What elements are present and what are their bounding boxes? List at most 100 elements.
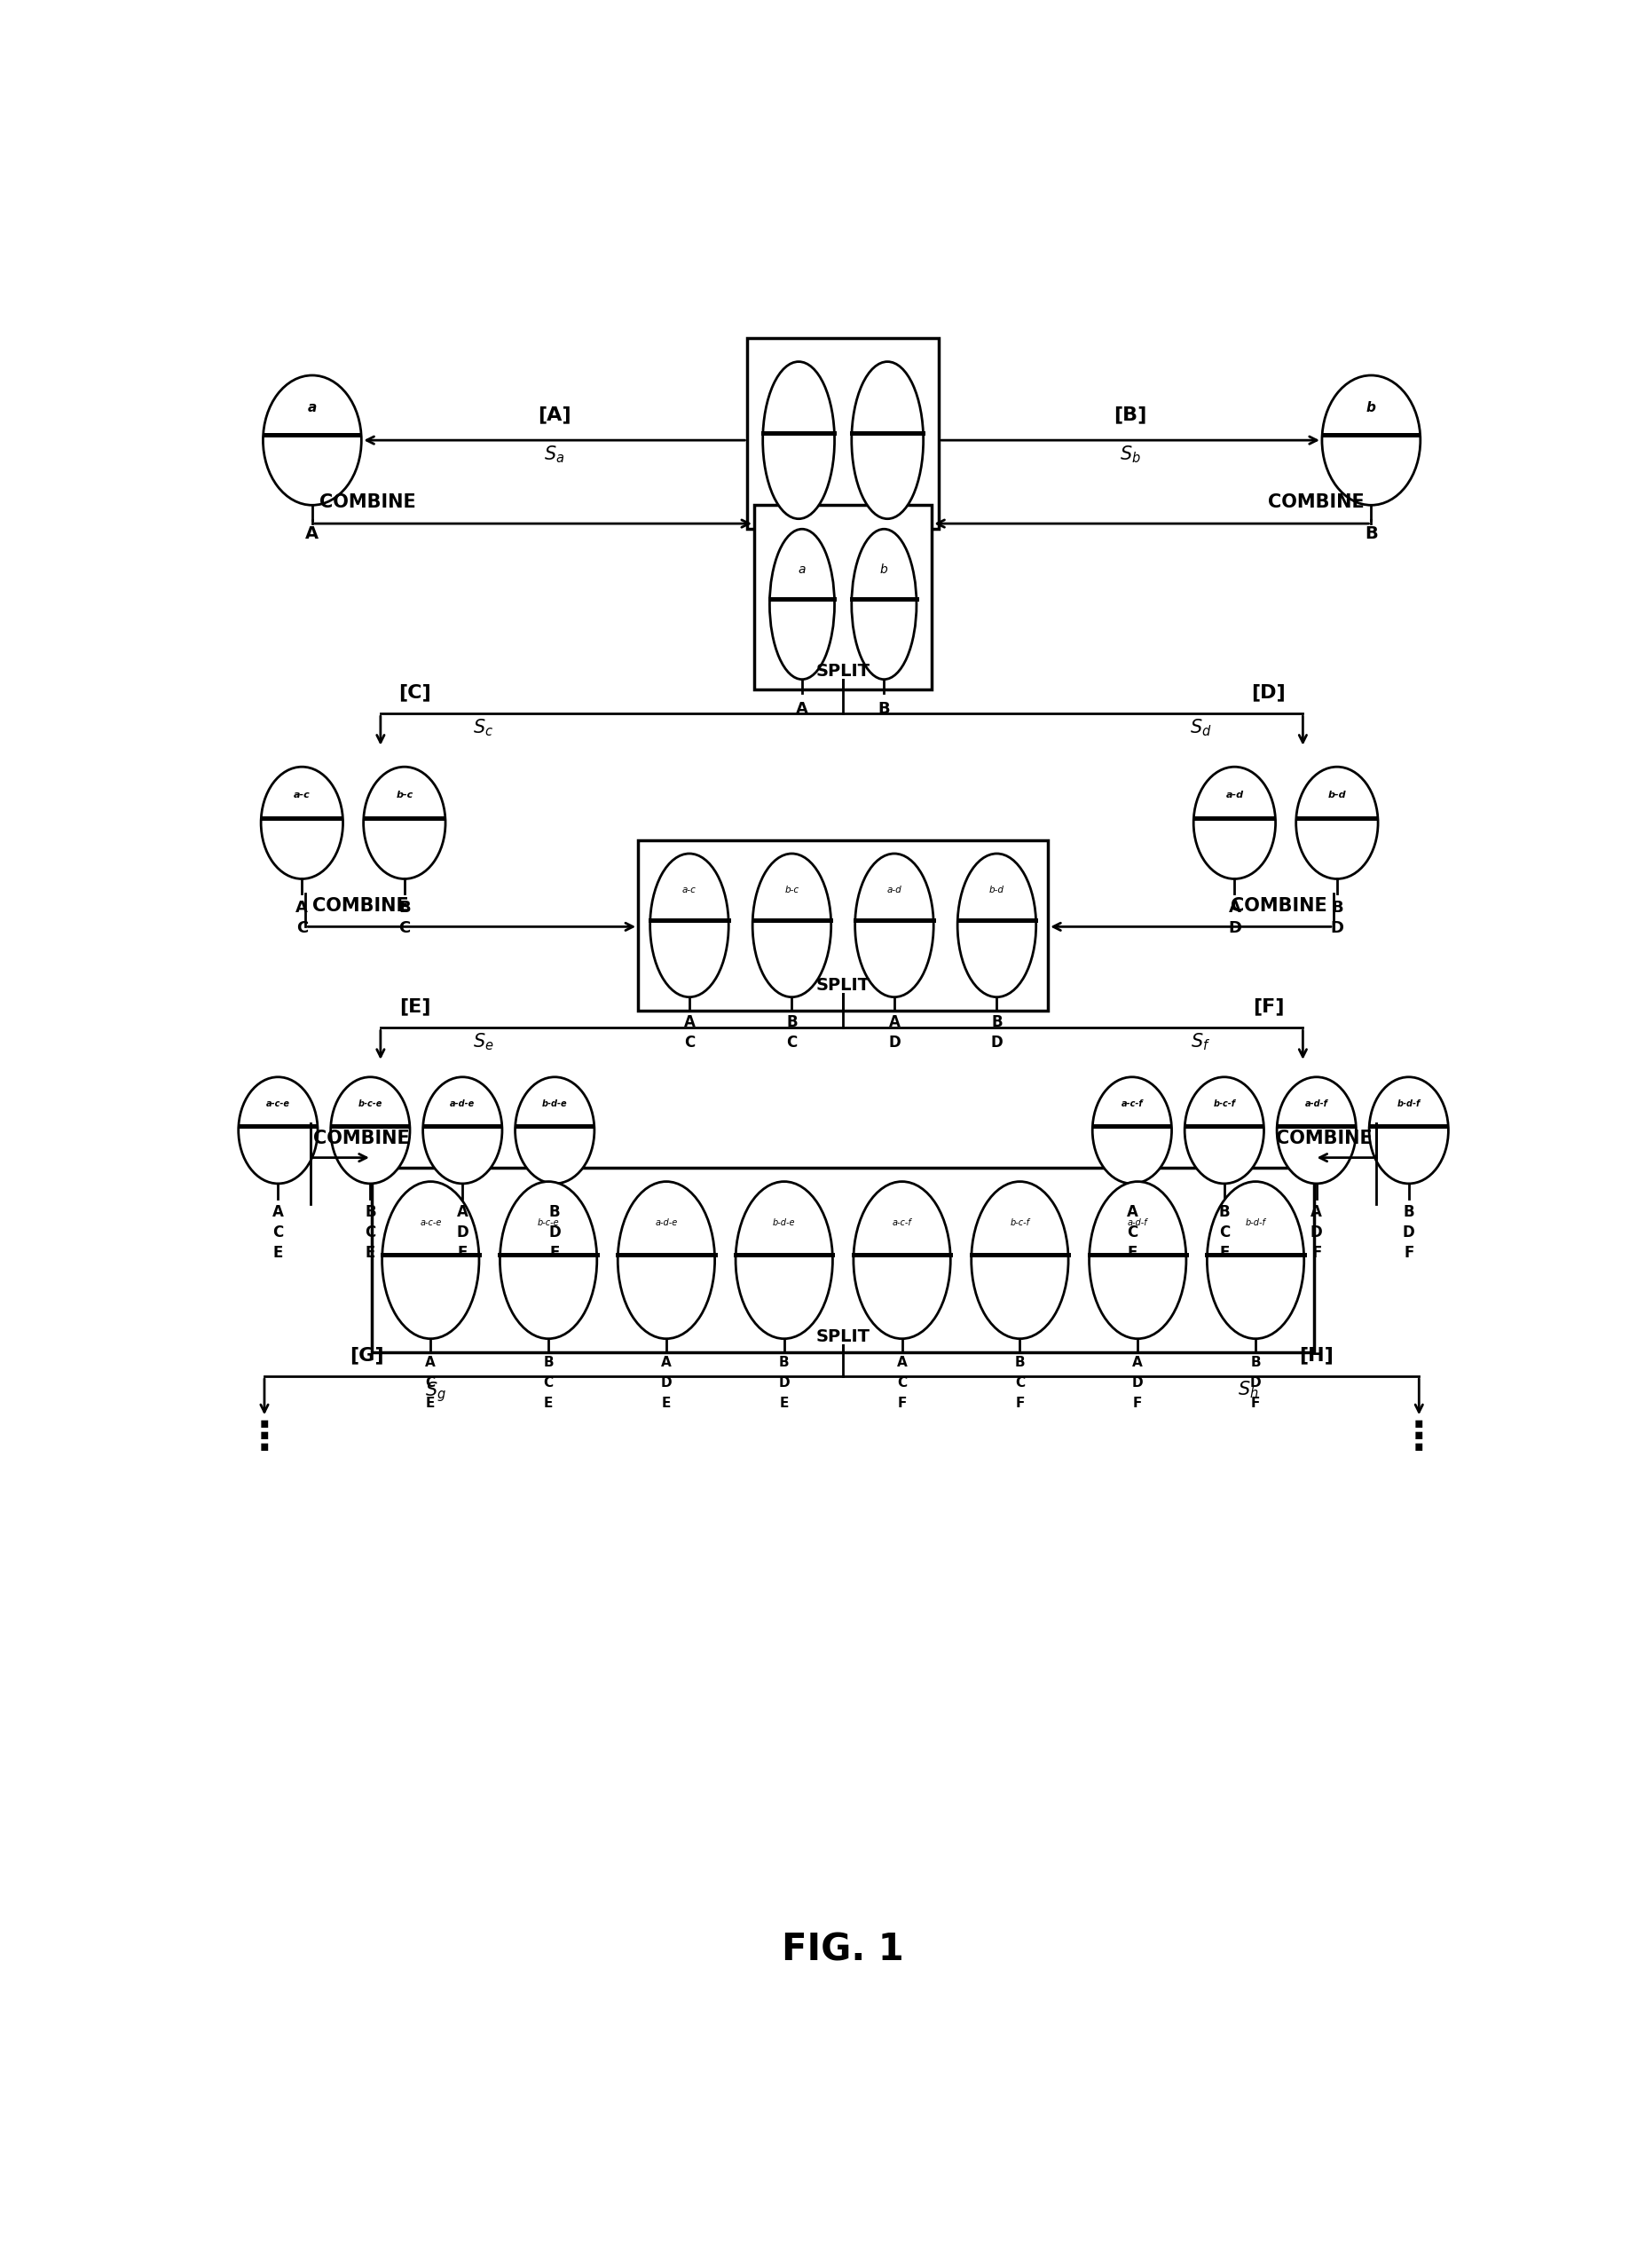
Ellipse shape	[1277, 1077, 1355, 1184]
Text: C: C	[543, 1377, 553, 1390]
Text: C: C	[1015, 1377, 1025, 1390]
Text: F: F	[1403, 1245, 1413, 1261]
Text: A: A	[457, 1204, 469, 1220]
Text: b-d: b-d	[1328, 792, 1346, 798]
Ellipse shape	[239, 1077, 317, 1184]
Text: E: E	[426, 1397, 436, 1411]
Ellipse shape	[852, 361, 923, 519]
Text: B: B	[780, 1356, 790, 1370]
Ellipse shape	[735, 1182, 832, 1338]
Text: E: E	[544, 1397, 553, 1411]
Text: B: B	[1015, 1356, 1025, 1370]
Text: COMBINE: COMBINE	[1268, 494, 1364, 510]
Text: SPLIT: SPLIT	[816, 1329, 870, 1345]
Text: D: D	[1227, 921, 1242, 937]
Text: b-c-f: b-c-f	[1214, 1100, 1235, 1109]
Text: B: B	[1219, 1204, 1230, 1220]
Text: a-d-e: a-d-e	[655, 1218, 678, 1227]
Text: C: C	[897, 1377, 906, 1390]
Text: A: A	[888, 1014, 900, 1030]
Text: C: C	[398, 921, 410, 937]
Text: A: A	[296, 900, 308, 916]
Text: E: E	[780, 1397, 788, 1411]
Text: a-d-f: a-d-f	[1304, 1100, 1328, 1109]
Text: SPLIT: SPLIT	[816, 662, 870, 680]
Text: C: C	[1127, 1225, 1137, 1241]
Text: a-c-f: a-c-f	[892, 1218, 911, 1227]
Text: COMBINE: COMBINE	[314, 1129, 410, 1148]
Ellipse shape	[263, 374, 362, 506]
Text: COMBINE: COMBINE	[1230, 896, 1328, 914]
Text: A: A	[684, 1014, 696, 1030]
Text: b-c: b-c	[396, 792, 413, 798]
Ellipse shape	[1089, 1182, 1186, 1338]
Text: C: C	[1219, 1225, 1230, 1241]
Ellipse shape	[752, 853, 831, 998]
Text: D: D	[549, 1225, 561, 1241]
Text: D: D	[888, 1034, 900, 1050]
Text: [D]: [D]	[1252, 683, 1286, 701]
Bar	[755, 506, 931, 689]
Ellipse shape	[364, 767, 446, 880]
Bar	[747, 338, 939, 528]
Text: b: b	[880, 565, 888, 576]
Text: F: F	[1015, 1397, 1025, 1411]
Text: D: D	[1403, 1225, 1415, 1241]
Text: $S_d$: $S_d$	[1189, 717, 1211, 737]
Text: [G]: [G]	[350, 1347, 383, 1363]
Text: B: B	[365, 1204, 377, 1220]
Text: b-d-f: b-d-f	[1245, 1218, 1265, 1227]
Text: F: F	[1250, 1397, 1260, 1411]
Text: A: A	[1127, 1204, 1138, 1220]
Text: A: A	[306, 526, 319, 542]
Ellipse shape	[515, 1077, 594, 1184]
Text: B: B	[1250, 1356, 1260, 1370]
Text: [E]: [E]	[400, 998, 431, 1016]
Text: ⋮: ⋮	[1400, 1420, 1439, 1456]
Ellipse shape	[854, 1182, 951, 1338]
Text: A: A	[273, 1204, 285, 1220]
Text: $S_a$: $S_a$	[544, 445, 564, 465]
Text: E: E	[365, 1245, 375, 1261]
Ellipse shape	[1092, 1077, 1171, 1184]
Text: a-d: a-d	[1226, 792, 1244, 798]
Text: COMBINE: COMBINE	[313, 896, 408, 914]
Ellipse shape	[855, 853, 934, 998]
Ellipse shape	[650, 853, 729, 998]
Text: [F]: [F]	[1253, 998, 1285, 1016]
Text: F: F	[1127, 1245, 1137, 1261]
Text: D: D	[1132, 1377, 1143, 1390]
Text: b-c-e: b-c-e	[359, 1100, 382, 1109]
Text: B: B	[549, 1204, 561, 1220]
Text: C: C	[273, 1225, 283, 1241]
Text: [A]: [A]	[538, 406, 571, 424]
Text: A: A	[426, 1356, 436, 1370]
Text: B: B	[878, 701, 890, 717]
Text: b-d-f: b-d-f	[1397, 1100, 1420, 1109]
Text: B: B	[1365, 526, 1379, 542]
Ellipse shape	[1369, 1077, 1448, 1184]
Text: C: C	[684, 1034, 694, 1050]
Ellipse shape	[770, 528, 834, 680]
Ellipse shape	[331, 1077, 410, 1184]
Text: C: C	[426, 1377, 436, 1390]
Text: E: E	[549, 1245, 559, 1261]
Text: a-c: a-c	[683, 885, 696, 894]
Text: D: D	[778, 1377, 790, 1390]
Text: D: D	[1331, 921, 1344, 937]
Text: b: b	[1367, 401, 1375, 415]
Text: a-c-e: a-c-e	[419, 1218, 441, 1227]
Text: [C]: [C]	[398, 683, 431, 701]
Text: D: D	[990, 1034, 1003, 1050]
Text: COMBINE: COMBINE	[1277, 1129, 1372, 1148]
Ellipse shape	[423, 1077, 502, 1184]
Text: b-c-f: b-c-f	[1010, 1218, 1030, 1227]
Text: $S_g$: $S_g$	[424, 1379, 446, 1404]
Text: F: F	[1311, 1245, 1321, 1261]
Text: D: D	[1311, 1225, 1323, 1241]
Ellipse shape	[1296, 767, 1379, 880]
Text: C: C	[786, 1034, 798, 1050]
Ellipse shape	[1194, 767, 1275, 880]
Text: $S_c$: $S_c$	[472, 717, 493, 737]
Text: A: A	[1132, 1356, 1143, 1370]
